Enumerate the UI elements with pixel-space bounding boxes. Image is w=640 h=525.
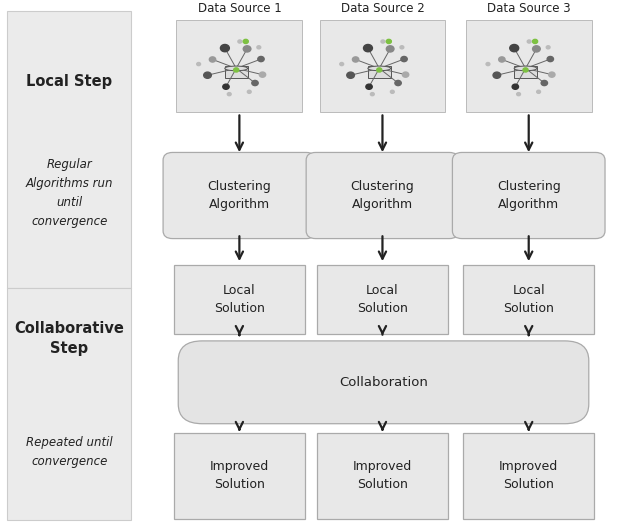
Text: Improved
Solution: Improved Solution [210, 460, 269, 491]
FancyBboxPatch shape [466, 19, 591, 112]
Circle shape [196, 62, 200, 66]
Circle shape [548, 72, 555, 77]
Circle shape [381, 40, 385, 43]
Circle shape [247, 90, 251, 93]
FancyBboxPatch shape [319, 19, 445, 112]
FancyBboxPatch shape [463, 433, 594, 519]
Circle shape [523, 68, 528, 72]
Circle shape [340, 62, 344, 66]
Circle shape [387, 46, 394, 52]
Text: Data Source 3: Data Source 3 [487, 2, 570, 15]
Text: Local
Solution: Local Solution [357, 284, 408, 314]
Text: Collaboration: Collaboration [339, 376, 428, 389]
Circle shape [395, 80, 401, 86]
Ellipse shape [368, 66, 391, 71]
Text: Clustering
Algorithm: Clustering Algorithm [207, 180, 271, 211]
Circle shape [499, 57, 505, 62]
Text: Clustering
Algorithm: Clustering Algorithm [351, 180, 414, 211]
Circle shape [400, 46, 404, 49]
Circle shape [353, 57, 359, 62]
Circle shape [510, 45, 518, 52]
Circle shape [532, 46, 540, 52]
Circle shape [204, 72, 211, 78]
Text: Collaborative
Step: Collaborative Step [14, 321, 124, 355]
Circle shape [257, 46, 260, 49]
Circle shape [387, 39, 392, 44]
Text: Data Source 1: Data Source 1 [198, 2, 281, 15]
FancyBboxPatch shape [514, 66, 537, 78]
Circle shape [209, 57, 216, 62]
Circle shape [243, 46, 251, 52]
FancyBboxPatch shape [463, 265, 594, 333]
Circle shape [243, 39, 248, 44]
Circle shape [258, 57, 264, 61]
FancyBboxPatch shape [179, 341, 589, 424]
Text: Improved
Solution: Improved Solution [353, 460, 412, 491]
Circle shape [220, 45, 229, 52]
Circle shape [401, 57, 407, 61]
Text: Improved
Solution: Improved Solution [499, 460, 558, 491]
Circle shape [234, 68, 239, 72]
Circle shape [223, 84, 229, 89]
Circle shape [371, 92, 374, 96]
FancyBboxPatch shape [225, 66, 248, 78]
Text: Data Source 2: Data Source 2 [340, 2, 424, 15]
Circle shape [366, 84, 372, 89]
FancyBboxPatch shape [306, 152, 459, 238]
Circle shape [537, 90, 541, 93]
FancyBboxPatch shape [174, 265, 305, 333]
Text: Repeated until
convergence: Repeated until convergence [26, 436, 113, 468]
Text: Local
Solution: Local Solution [214, 284, 265, 314]
Circle shape [238, 40, 242, 43]
Circle shape [486, 62, 490, 66]
Circle shape [527, 40, 531, 43]
Circle shape [547, 46, 550, 49]
Circle shape [227, 92, 231, 96]
FancyBboxPatch shape [174, 433, 305, 519]
FancyBboxPatch shape [317, 265, 448, 333]
Circle shape [347, 72, 355, 78]
Circle shape [532, 39, 538, 44]
Circle shape [377, 68, 382, 72]
Text: Local
Solution: Local Solution [503, 284, 554, 314]
FancyBboxPatch shape [317, 433, 448, 519]
Circle shape [364, 45, 372, 52]
FancyBboxPatch shape [368, 66, 391, 78]
Circle shape [252, 80, 258, 86]
Circle shape [390, 90, 394, 93]
FancyBboxPatch shape [452, 152, 605, 238]
FancyBboxPatch shape [163, 152, 316, 238]
Text: Regular
Algorithms run
until
convergence: Regular Algorithms run until convergence [26, 158, 113, 228]
Circle shape [403, 72, 409, 77]
Ellipse shape [514, 66, 537, 71]
Text: Clustering
Algorithm: Clustering Algorithm [497, 180, 561, 211]
Circle shape [493, 72, 500, 78]
FancyBboxPatch shape [7, 288, 131, 520]
FancyBboxPatch shape [177, 19, 302, 112]
Ellipse shape [225, 66, 248, 71]
Circle shape [541, 80, 547, 86]
FancyBboxPatch shape [7, 12, 131, 288]
Circle shape [547, 57, 554, 61]
Circle shape [516, 92, 520, 96]
Text: Local Step: Local Step [26, 74, 113, 89]
Circle shape [512, 84, 518, 89]
Circle shape [259, 72, 266, 77]
